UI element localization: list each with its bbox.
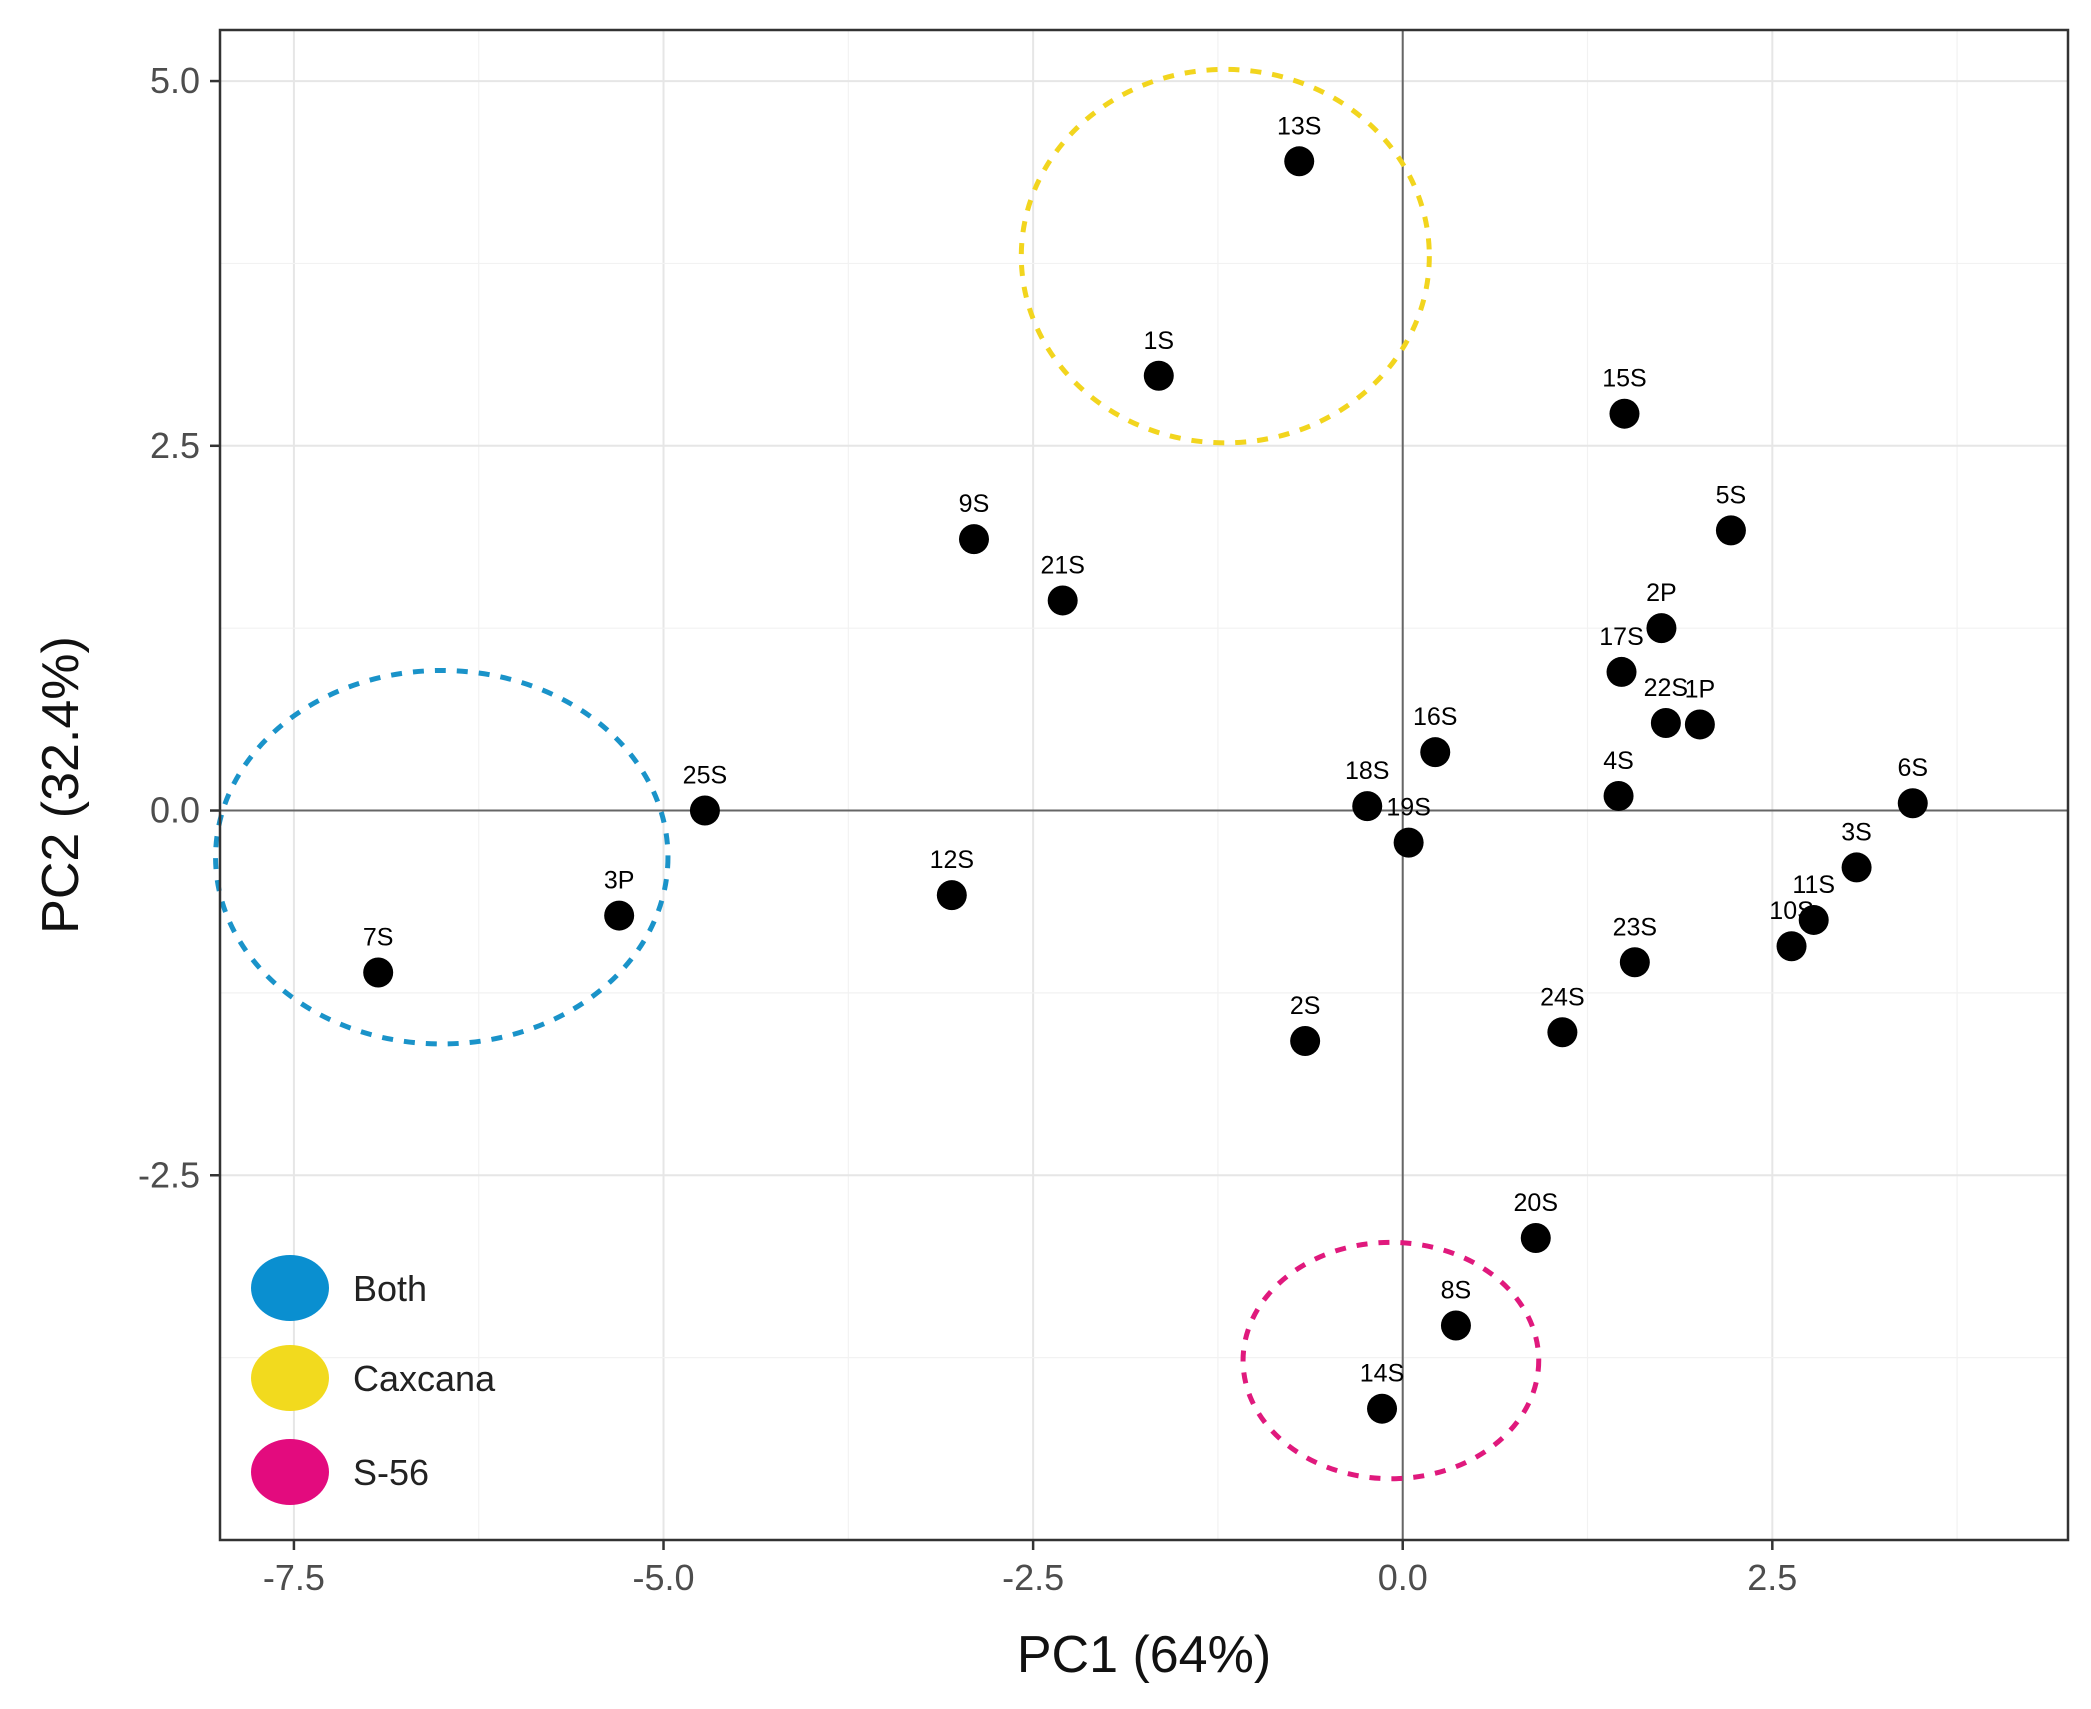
data-point-13s [1284, 146, 1315, 177]
group-ellipse-caxcana [1018, 66, 1432, 446]
x-tick-label: 0.0 [1378, 1557, 1428, 1598]
data-point-7s [363, 957, 394, 988]
point-label-6s: 6S [1897, 754, 1928, 782]
point-label-17s: 17S [1599, 623, 1643, 651]
y-axis-title: PC2 (32.4%) [32, 636, 90, 934]
data-points [363, 146, 1928, 1424]
legend-label-caxcana: Caxcana [353, 1358, 496, 1399]
data-point-17s [1606, 656, 1637, 687]
data-point-6s [1897, 788, 1928, 819]
data-point-9s [958, 524, 989, 555]
point-label-8s: 8S [1441, 1277, 1472, 1305]
legend-label-both: Both [353, 1268, 427, 1309]
point-label-2p: 2P [1646, 579, 1677, 607]
data-point-2s [1290, 1026, 1321, 1057]
point-label-2s: 2S [1290, 992, 1321, 1020]
legend-swatch-both [251, 1255, 329, 1321]
point-label-1p: 1P [1685, 675, 1716, 703]
y-axis-ticks: -2.5 0.0 2.5 5.0 [138, 60, 220, 1195]
data-point-16s [1420, 737, 1451, 768]
reference-lines [220, 30, 2068, 1540]
point-label-15s: 15S [1602, 365, 1646, 393]
data-point-3s [1841, 852, 1872, 883]
data-point-23s [1619, 947, 1650, 978]
y-tick-label: -2.5 [138, 1154, 200, 1195]
y-tick-label: 2.5 [150, 425, 200, 466]
x-tick-label: -7.5 [263, 1557, 325, 1598]
plot-panel-border [218, 28, 2070, 1542]
group-ellipse-both [213, 667, 671, 1047]
data-point-12s [936, 880, 967, 911]
point-label-20s: 20S [1514, 1189, 1558, 1217]
point-label-14s: 14S [1360, 1360, 1404, 1388]
data-point-22s [1650, 707, 1681, 738]
point-label-7s: 7S [363, 923, 394, 951]
legend-swatch-caxcana [251, 1345, 329, 1411]
data-point-2p [1646, 613, 1677, 644]
data-point-18s [1352, 791, 1383, 822]
data-point-5s [1715, 515, 1746, 546]
point-label-10s: 10S [1769, 897, 1813, 925]
data-point-1s [1143, 360, 1174, 391]
data-point-14s [1367, 1393, 1398, 1424]
data-point-19s [1393, 827, 1424, 858]
data-point-15s [1609, 398, 1640, 429]
point-label-23s: 23S [1613, 913, 1657, 941]
data-point-21s [1047, 585, 1078, 616]
y-tick-label: 0.0 [150, 790, 200, 831]
group-ellipses [213, 66, 1542, 1482]
point-label-18s: 18S [1345, 757, 1389, 785]
legend-swatch-s-56 [251, 1439, 329, 1505]
point-label-12s: 12S [930, 846, 974, 874]
group-ellipse-s-56 [1240, 1239, 1542, 1482]
data-point-11s [1798, 904, 1829, 935]
point-label-1s: 1S [1143, 327, 1174, 355]
legend-label-s-56: S-56 [353, 1452, 429, 1493]
data-point-24s [1547, 1017, 1578, 1048]
data-point-20s [1520, 1223, 1551, 1253]
point-label-13s: 13S [1277, 112, 1321, 140]
point-label-21s: 21S [1040, 551, 1084, 579]
point-label-22s: 22S [1644, 674, 1688, 702]
point-label-11s: 11S [1792, 871, 1835, 899]
data-point-8s [1440, 1310, 1471, 1341]
x-tick-label: -2.5 [1002, 1557, 1064, 1598]
x-tick-label: -5.0 [632, 1557, 694, 1598]
data-point-4s [1603, 780, 1634, 811]
data-point-10s [1776, 931, 1807, 962]
point-label-19s: 19S [1386, 794, 1430, 822]
point-label-9s: 9S [959, 490, 990, 518]
legend: Both Caxcana S-56 [251, 1255, 496, 1505]
data-point-25s [689, 795, 720, 826]
point-label-24s: 24S [1540, 983, 1584, 1011]
data-point-3p [604, 900, 635, 931]
point-label-5s: 5S [1716, 481, 1747, 509]
point-label-3p: 3P [604, 867, 635, 895]
point-label-25s: 25S [683, 762, 727, 790]
x-axis-ticks: -7.5 -5.0 -2.5 0.0 2.5 [263, 1540, 1797, 1598]
y-tick-label: 5.0 [150, 60, 200, 101]
x-tick-label: 2.5 [1747, 1557, 1797, 1598]
point-label-3s: 3S [1841, 818, 1872, 846]
point-label-4s: 4S [1603, 747, 1634, 775]
x-axis-title: PC1 (64%) [1017, 1626, 1271, 1684]
point-label-16s: 16S [1413, 703, 1457, 731]
data-point-1p [1684, 709, 1715, 740]
